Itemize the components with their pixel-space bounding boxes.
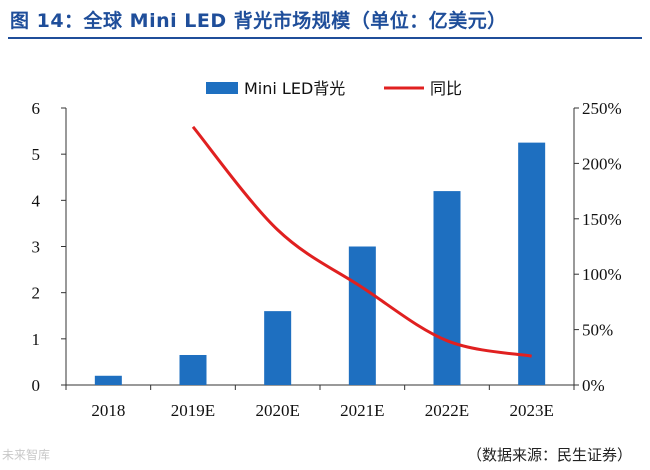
bar xyxy=(518,142,546,385)
left-tick-label: 1 xyxy=(32,330,41,349)
left-tick-label: 6 xyxy=(32,99,41,118)
bar xyxy=(348,246,376,385)
right-tick-label: 200% xyxy=(582,154,622,173)
legend-swatch-bar xyxy=(206,82,238,94)
legend-label-line: 同比 xyxy=(430,79,462,98)
left-tick-label: 2 xyxy=(32,284,41,303)
right-tick-label: 150% xyxy=(582,210,622,229)
title-rule xyxy=(8,37,642,39)
bar xyxy=(264,311,292,385)
figure-title: 图 14：全球 Mini LED 背光市场规模（单位：亿美元） xyxy=(10,10,507,32)
left-tick-label: 4 xyxy=(32,191,41,210)
right-tick-label: 250% xyxy=(582,99,622,118)
watermark: 未来智库 xyxy=(2,448,51,462)
x-tick-label: 2020E xyxy=(255,401,299,420)
x-tick-label: 2018 xyxy=(91,401,125,420)
left-tick-label: 0 xyxy=(32,376,41,395)
source-note: （数据来源：民生证券） xyxy=(466,446,632,464)
right-tick-label: 100% xyxy=(582,265,622,284)
legend-label-bar: Mini LED背光 xyxy=(244,79,345,98)
left-tick-label: 5 xyxy=(32,145,41,164)
left-tick-label: 3 xyxy=(32,238,41,257)
right-tick-label: 50% xyxy=(582,321,613,340)
series-line-yoy xyxy=(191,125,532,358)
bar xyxy=(94,375,122,385)
x-tick-label: 2023E xyxy=(509,401,553,420)
x-tick-label: 2022E xyxy=(425,401,469,420)
x-tick-label: 2019E xyxy=(171,401,215,420)
x-tick-label: 2021E xyxy=(340,401,384,420)
bar xyxy=(179,354,207,385)
right-tick-label: 0% xyxy=(582,376,605,395)
bar xyxy=(433,191,461,385)
